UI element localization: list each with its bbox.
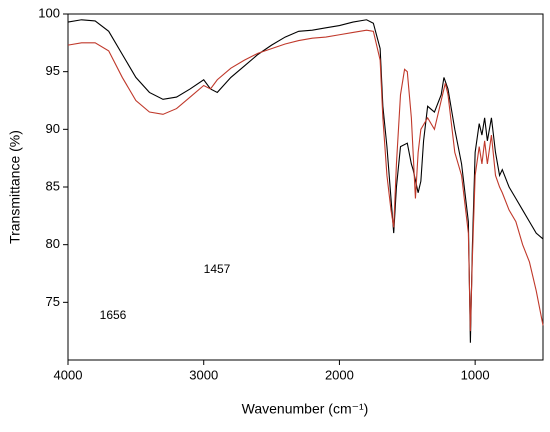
annotation: 1656 bbox=[100, 308, 127, 322]
plot-frame bbox=[67, 13, 544, 361]
y-tick-label: 80 bbox=[46, 236, 60, 251]
spectrum-line bbox=[67, 19, 544, 343]
x-tick-label: 3000 bbox=[189, 367, 218, 382]
spectrum-line bbox=[67, 29, 544, 332]
y-tick-label: 85 bbox=[46, 178, 60, 193]
y-tick-label: 95 bbox=[46, 63, 60, 78]
y-axis-label: Transmittance (%) bbox=[7, 130, 23, 244]
annotation: 1457 bbox=[204, 262, 231, 276]
y-tick-label: 75 bbox=[46, 294, 60, 309]
x-tick-label: 1000 bbox=[461, 367, 490, 382]
x-tick-label: 2000 bbox=[325, 367, 354, 382]
y-tick-label: 90 bbox=[46, 121, 60, 136]
x-axis-label: Wavenumber (cm⁻¹) bbox=[242, 401, 369, 417]
y-tick-label: 100 bbox=[38, 5, 60, 20]
x-tick-label: 4000 bbox=[54, 367, 83, 382]
